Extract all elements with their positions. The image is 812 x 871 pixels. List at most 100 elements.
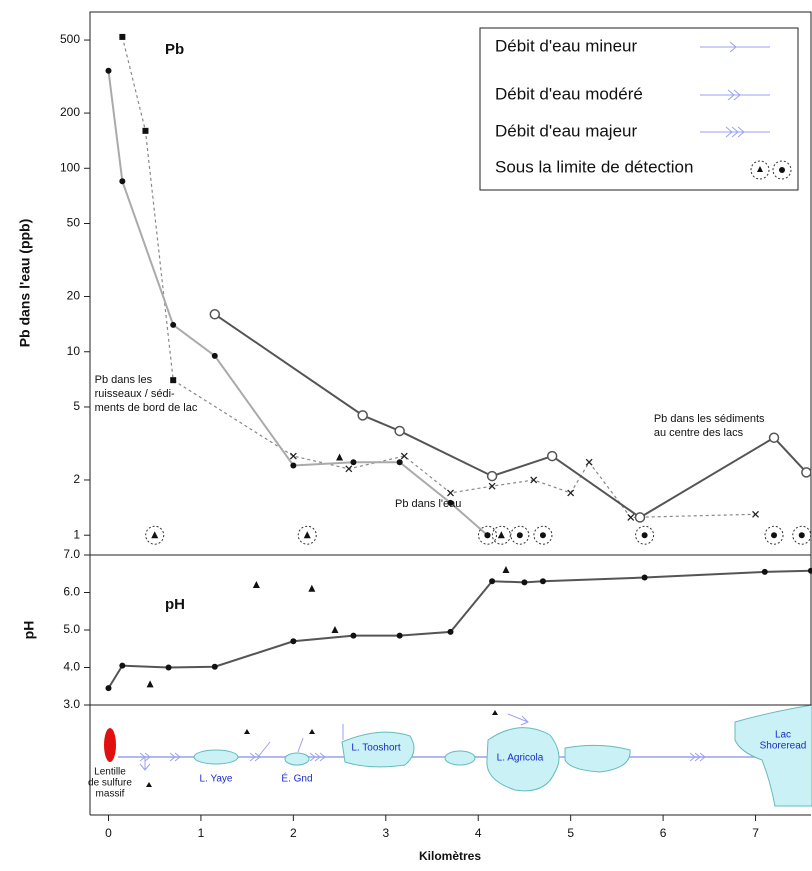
marker	[142, 127, 149, 134]
marker	[761, 568, 768, 575]
lake	[444, 750, 476, 766]
marker	[484, 532, 491, 539]
marker	[585, 458, 593, 466]
marker	[521, 579, 528, 586]
series-line	[107, 569, 812, 689]
detection-circle	[533, 525, 553, 545]
marker	[105, 67, 112, 74]
marker	[394, 425, 405, 437]
marker	[634, 512, 646, 523]
legend-symbol	[779, 167, 785, 173]
marker	[488, 482, 496, 490]
y-tick-label: 100	[60, 160, 80, 174]
marker	[396, 632, 403, 639]
marker	[105, 685, 112, 692]
marker	[289, 452, 297, 460]
annotation: ruisseaux / sédi-	[95, 388, 175, 400]
series-line	[214, 313, 808, 519]
detection-circle	[297, 525, 317, 545]
x-tick-label: 5	[567, 826, 574, 840]
marker	[530, 476, 538, 484]
detection-circle	[145, 525, 165, 545]
tributary	[139, 724, 344, 771]
legend-symbol	[757, 166, 763, 172]
marker	[641, 532, 648, 539]
marker	[539, 578, 546, 585]
marker	[447, 489, 454, 497]
map-label: Lac	[775, 730, 791, 741]
marker	[400, 452, 408, 460]
marker	[303, 531, 311, 539]
marker	[170, 377, 177, 384]
y-tick-label: 200	[60, 105, 80, 119]
panel-title: Pb	[165, 41, 184, 58]
map-label: massif	[96, 789, 125, 800]
legend-symbol	[750, 160, 770, 180]
y-tick-label: 50	[67, 216, 81, 230]
x-tick-label: 1	[198, 826, 205, 840]
y-tick-label: 1	[73, 527, 80, 541]
y-tick-label: 10	[67, 344, 81, 358]
marker	[252, 581, 260, 588]
annotation: au centre des lacs	[654, 427, 744, 439]
y-tick-label: 5.0	[63, 622, 80, 636]
marker	[165, 664, 172, 671]
marker	[627, 513, 635, 521]
marker	[290, 638, 297, 645]
marker	[546, 450, 558, 462]
y-axis-label: pH	[21, 621, 37, 640]
marker	[290, 462, 297, 469]
map-label: L. Agricola	[497, 753, 544, 764]
detection-circle	[764, 525, 784, 545]
map-label: L. Yaye	[200, 774, 233, 785]
y-tick-label: 4.0	[63, 660, 80, 674]
y-tick-label: 2	[73, 472, 80, 486]
legend-label: Débit d'eau mineur	[495, 36, 637, 55]
marker	[331, 626, 339, 633]
map-label: de sulfure	[88, 778, 132, 789]
marker	[357, 410, 368, 421]
marker	[497, 531, 505, 539]
y-tick-label: 3.0	[63, 697, 80, 711]
annotation: Pb dans l'eau	[395, 498, 461, 510]
x-tick-label: 2	[290, 826, 297, 840]
series-line	[107, 70, 489, 536]
legend-label: Sous la limite de détection	[495, 157, 693, 176]
marker	[516, 532, 523, 539]
annotation: Pb dans les sédiments	[654, 413, 765, 425]
lake	[486, 727, 560, 792]
lake	[564, 744, 631, 773]
marker	[170, 321, 177, 328]
marker	[768, 432, 780, 443]
marker	[447, 499, 454, 506]
marker	[396, 459, 403, 466]
x-tick-label: 3	[382, 826, 389, 840]
marker	[486, 470, 498, 482]
x-tick-label: 6	[660, 826, 667, 840]
detection-circle	[635, 525, 655, 545]
marker	[119, 178, 126, 185]
lake	[193, 749, 239, 765]
legend-symbol	[772, 160, 792, 180]
marker	[801, 467, 812, 478]
marker	[771, 532, 778, 539]
legend	[479, 27, 799, 191]
y-axis-label: Pb dans l'eau (ppb)	[17, 219, 33, 348]
marker	[345, 465, 353, 473]
y-tick-label: 20	[67, 289, 81, 303]
marker	[211, 663, 218, 670]
marker	[502, 566, 510, 573]
x-tick-label: 7	[752, 826, 759, 840]
map-label: É. Gnd	[281, 772, 312, 785]
marker	[209, 309, 221, 320]
x-tick-label: 0	[105, 826, 112, 840]
marker	[151, 531, 159, 539]
marker	[641, 574, 648, 581]
map-schematic	[104, 704, 812, 807]
marker	[350, 632, 357, 639]
tributary	[507, 713, 529, 726]
marker	[350, 459, 357, 466]
legend-label: Débit d'eau majeur	[495, 121, 637, 140]
map-label: Shoreread	[760, 741, 807, 752]
